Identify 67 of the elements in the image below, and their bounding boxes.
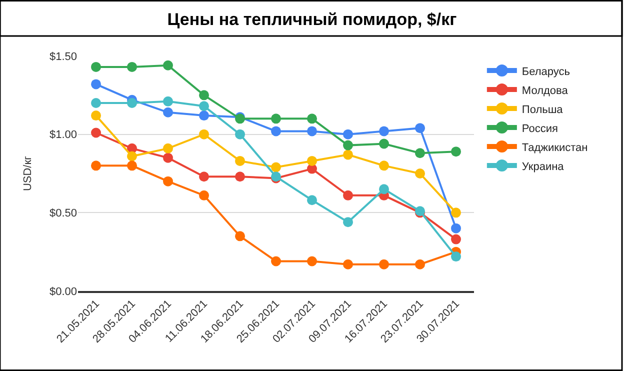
point bbox=[199, 101, 209, 112]
point bbox=[199, 110, 209, 121]
point bbox=[235, 172, 245, 182]
point bbox=[271, 162, 281, 172]
point bbox=[343, 217, 353, 228]
point bbox=[127, 62, 137, 72]
y-tick-label: $1.00 bbox=[49, 129, 77, 142]
point bbox=[163, 152, 173, 163]
y-axis-title: USD/кг bbox=[22, 156, 34, 192]
point bbox=[91, 79, 101, 90]
point bbox=[199, 190, 209, 200]
point bbox=[307, 156, 317, 166]
y-tick-label: $0.50 bbox=[49, 208, 77, 220]
point bbox=[451, 146, 461, 157]
point bbox=[451, 208, 461, 218]
point bbox=[127, 151, 137, 162]
point bbox=[379, 259, 389, 270]
point bbox=[379, 184, 389, 194]
point bbox=[379, 160, 389, 171]
point bbox=[307, 126, 317, 136]
point bbox=[415, 148, 425, 158]
legend-label: Польша bbox=[522, 104, 564, 116]
point bbox=[343, 140, 353, 150]
point bbox=[415, 259, 425, 270]
point bbox=[235, 156, 245, 166]
legend-label: Россия bbox=[522, 122, 558, 135]
point bbox=[91, 62, 101, 72]
point bbox=[163, 107, 173, 118]
point bbox=[163, 96, 173, 106]
point bbox=[91, 110, 101, 121]
legend-label: Таджикистан bbox=[522, 142, 588, 154]
point bbox=[91, 128, 101, 138]
point bbox=[343, 129, 353, 140]
legend-label: Беларусь bbox=[522, 66, 570, 78]
point bbox=[271, 126, 281, 136]
point bbox=[199, 172, 209, 182]
point bbox=[451, 234, 461, 244]
point bbox=[379, 126, 389, 136]
point bbox=[343, 150, 353, 160]
point bbox=[235, 129, 245, 140]
point bbox=[307, 195, 317, 206]
point bbox=[127, 160, 137, 171]
point bbox=[379, 138, 389, 149]
legend-label: Украина bbox=[522, 160, 565, 173]
point bbox=[199, 129, 209, 140]
point bbox=[163, 60, 173, 70]
point bbox=[199, 90, 209, 100]
point bbox=[163, 176, 173, 186]
point bbox=[451, 223, 461, 234]
point bbox=[271, 256, 281, 266]
y-tick-label: $1.50 bbox=[49, 50, 77, 63]
point bbox=[343, 190, 353, 200]
point bbox=[415, 123, 425, 134]
point bbox=[91, 98, 101, 108]
y-tick-label: $0.00 bbox=[49, 286, 77, 298]
point bbox=[127, 98, 137, 108]
legend-label: Молдова bbox=[522, 84, 569, 97]
point bbox=[235, 231, 245, 242]
point bbox=[415, 168, 425, 178]
point bbox=[343, 259, 353, 270]
point bbox=[163, 143, 173, 154]
point bbox=[451, 252, 461, 262]
point bbox=[307, 114, 317, 124]
point bbox=[307, 256, 317, 266]
chart-title: Цены на тепличный помидор, $/кг bbox=[167, 10, 457, 29]
point bbox=[91, 160, 101, 171]
point bbox=[271, 114, 281, 124]
